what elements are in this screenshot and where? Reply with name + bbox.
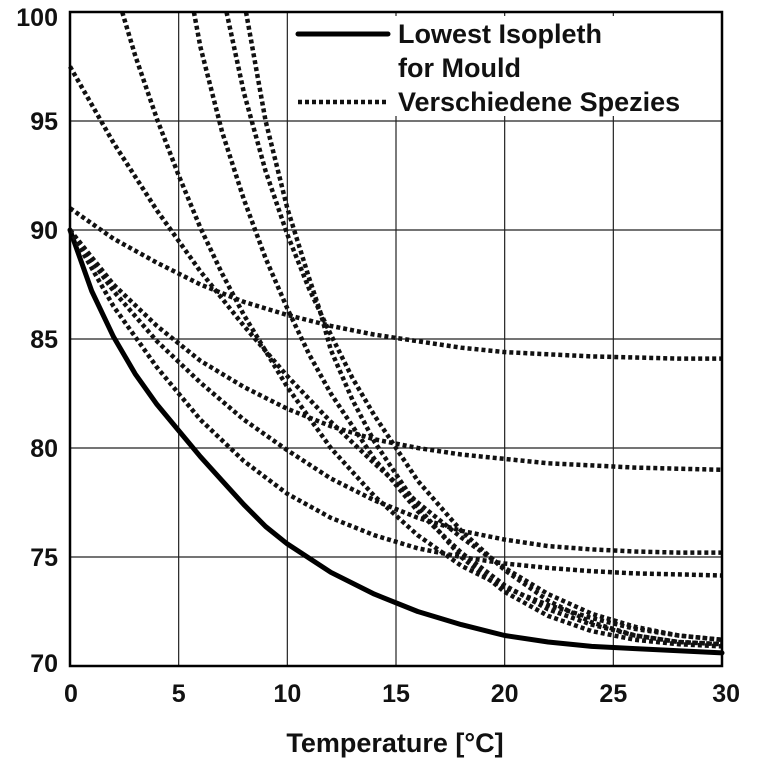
- legend-label-1-0: Verschiedene Spezies: [398, 87, 680, 117]
- y-tick-label-0: 70: [30, 650, 58, 678]
- plot-frame-layer: [68, 10, 724, 668]
- y-tick-label-6: 100: [16, 4, 58, 32]
- series-line-1: [68, 206, 722, 361]
- y-tick-label-2: 80: [30, 435, 58, 463]
- y-tick-label-3: 85: [30, 326, 58, 354]
- y-tick-label-5: 95: [30, 108, 58, 136]
- x-tick-label-3: 15: [382, 680, 410, 708]
- series-line-5: [68, 65, 723, 643]
- series-line-8: [224, 11, 723, 647]
- x-tick-label-6: 30: [712, 680, 740, 708]
- legend-label-0-1: for Mould: [398, 53, 521, 83]
- series-line-2: [68, 228, 723, 473]
- x-tick-label-4: 20: [491, 680, 519, 708]
- x-tick-label-5: 25: [599, 680, 627, 708]
- x-tick-label-1: 5: [172, 680, 186, 708]
- legend-label-0-0: Lowest Isopleth: [398, 19, 602, 49]
- x-tick-label-0: 0: [64, 680, 78, 708]
- y-tick-label-4: 90: [30, 217, 58, 245]
- tick-label-layer: 0 5 10 15 20 25 30 70 75 80 85 90 95 100: [16, 4, 740, 708]
- x-axis-title: Temperature [°C]: [286, 728, 503, 758]
- legend: Lowest Isopleth for Mould Verschiedene Spe…: [290, 16, 718, 117]
- series-line-4: [68, 228, 723, 578]
- series-line-0: [67, 227, 725, 656]
- series-layer: [67, 11, 725, 656]
- plot-frame: [68, 10, 724, 668]
- y-tick-label-1: 75: [30, 544, 58, 572]
- x-tick-label-2: 10: [273, 680, 301, 708]
- series-line-6: [120, 11, 723, 643]
- series-line-3: [68, 228, 722, 555]
